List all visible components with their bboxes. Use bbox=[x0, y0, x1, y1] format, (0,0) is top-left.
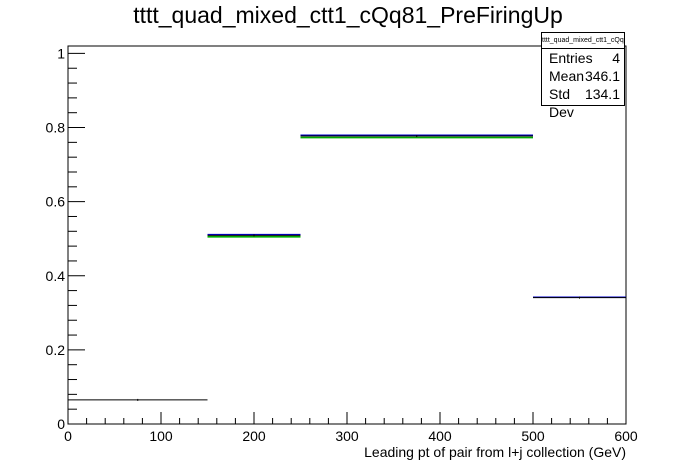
y-tick-label: 0 bbox=[57, 416, 65, 432]
x-tick-label: 100 bbox=[149, 428, 173, 444]
y-tick-label: 0.2 bbox=[46, 342, 66, 358]
y-tick-label: 0.4 bbox=[46, 268, 66, 284]
y-tick-label: 0.6 bbox=[46, 194, 66, 210]
stats-value: 4 bbox=[612, 50, 620, 66]
x-tick-label: 600 bbox=[614, 428, 638, 444]
x-tick-label: 300 bbox=[335, 428, 359, 444]
stats-label: Entries bbox=[549, 50, 593, 66]
x-tick-label: 400 bbox=[428, 428, 452, 444]
x-tick-label: 0 bbox=[64, 428, 72, 444]
stats-row-entries: Entries 4 bbox=[542, 49, 624, 67]
chart-title: tttt_quad_mixed_ctt1_cQq81_PreFiringUp bbox=[133, 2, 563, 28]
y-tick-label: 0.8 bbox=[46, 120, 66, 136]
stats-title: tttt_quad_mixed_ctt1_cQq81_PreFiringUp bbox=[542, 33, 624, 49]
stats-value: 346.1 bbox=[584, 68, 620, 84]
stats-label: Std Dev bbox=[549, 86, 574, 120]
stats-label: Mean bbox=[549, 68, 585, 84]
x-tick-label: 500 bbox=[521, 428, 545, 444]
x-axis-label: Leading pt of pair from l+j collection (… bbox=[364, 444, 626, 460]
stats-row-mean: Mean 346.1 bbox=[542, 67, 624, 85]
stats-box: tttt_quad_mixed_ctt1_cQq81_PreFiringUp E… bbox=[541, 32, 625, 120]
x-tick-label: 200 bbox=[242, 428, 266, 444]
stats-value: 134.1 bbox=[584, 86, 620, 102]
stats-row-std-dev: Std Dev 134.1 bbox=[542, 85, 624, 121]
y-tick-label: 1 bbox=[57, 45, 65, 61]
